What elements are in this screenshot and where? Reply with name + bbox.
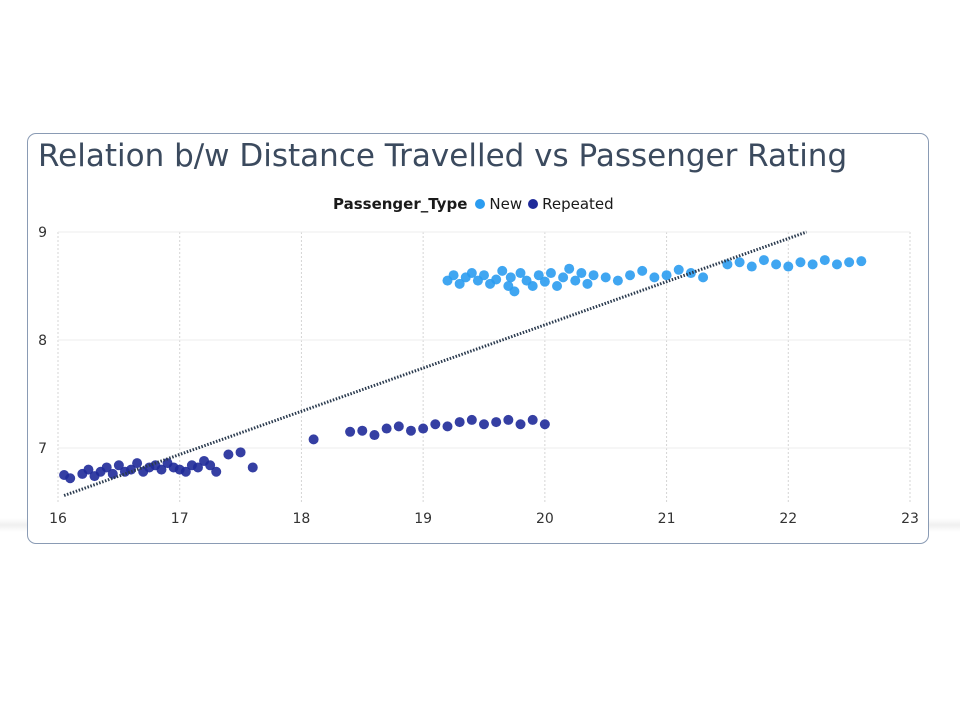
point-repeated	[247, 462, 258, 473]
point-repeated	[101, 462, 112, 473]
point-new	[527, 281, 538, 291]
point-new	[795, 257, 806, 268]
point-repeated	[491, 417, 502, 428]
x-tick-label: 17	[171, 511, 189, 527]
point-new	[491, 274, 502, 285]
point-new	[625, 270, 636, 281]
point-new	[509, 286, 520, 297]
point-repeated	[357, 425, 368, 436]
legend: Passenger_Type New Repeated	[333, 194, 620, 214]
point-repeated	[503, 414, 514, 425]
point-repeated	[466, 414, 477, 425]
point-new	[831, 259, 842, 270]
chart-title: Relation b/w Distance Travelled vs Passe…	[38, 138, 848, 174]
point-new	[515, 268, 526, 279]
point-repeated	[381, 423, 392, 434]
x-tick-label: 20	[536, 511, 554, 527]
point-repeated	[539, 419, 550, 430]
legend-marker-repeated	[528, 199, 539, 209]
y-tick-label: 7	[38, 441, 47, 457]
point-new	[698, 272, 709, 283]
point-new	[758, 255, 769, 266]
point-new	[844, 257, 855, 268]
y-tick-label: 9	[38, 225, 47, 241]
point-repeated	[65, 473, 76, 484]
point-repeated	[83, 464, 94, 475]
point-new	[552, 281, 563, 291]
point-new	[466, 268, 477, 279]
point-repeated	[369, 430, 380, 441]
point-repeated	[308, 434, 319, 445]
point-repeated	[454, 417, 465, 428]
point-new	[533, 270, 544, 281]
point-new	[588, 270, 599, 281]
point-new	[564, 263, 575, 274]
point-new	[539, 276, 550, 287]
x-tick-label: 22	[779, 511, 797, 527]
point-new	[600, 272, 611, 283]
point-new	[612, 275, 623, 286]
point-new	[558, 272, 569, 283]
point-new	[570, 275, 581, 286]
point-new	[771, 259, 782, 270]
point-repeated	[205, 460, 216, 471]
point-new	[856, 256, 867, 267]
point-repeated	[156, 464, 167, 475]
legend-title: Passenger_Type	[333, 195, 468, 213]
point-repeated	[345, 426, 356, 437]
point-repeated	[211, 466, 222, 477]
point-new	[497, 265, 508, 276]
point-new	[649, 272, 660, 283]
legend-label-new: New	[489, 195, 523, 213]
point-new	[685, 268, 696, 279]
chart-card: Relation b/w Distance Travelled vs Passe…	[27, 133, 929, 544]
x-tick-label: 21	[658, 511, 676, 527]
point-new	[545, 268, 556, 279]
y-tick-label: 8	[38, 333, 47, 349]
point-repeated	[442, 421, 453, 432]
point-repeated	[393, 421, 404, 432]
point-new	[783, 261, 794, 272]
x-tick-label: 16	[49, 511, 67, 527]
legend-item-repeated[interactable]: Repeated	[528, 195, 614, 213]
point-repeated	[527, 414, 538, 425]
x-tick-label: 18	[293, 511, 311, 527]
legend-marker-new	[475, 199, 486, 209]
point-new	[582, 278, 593, 289]
point-new	[479, 270, 489, 281]
x-tick-label: 23	[901, 511, 919, 527]
point-repeated	[405, 425, 416, 436]
point-new	[807, 259, 818, 270]
point-new	[734, 257, 745, 268]
point-repeated	[479, 419, 489, 430]
legend-item-new[interactable]: New	[475, 195, 522, 213]
point-repeated	[235, 447, 246, 458]
point-new	[448, 270, 459, 281]
legend-label-repeated: Repeated	[542, 195, 614, 213]
point-repeated	[113, 460, 124, 471]
point-repeated	[107, 468, 118, 479]
point-repeated	[223, 449, 234, 460]
point-new	[505, 272, 516, 283]
point-new	[637, 265, 648, 276]
point-repeated	[418, 423, 429, 434]
point-new	[722, 259, 733, 270]
point-repeated	[180, 466, 191, 477]
point-repeated	[430, 419, 441, 430]
point-new	[746, 261, 757, 272]
point-new	[576, 268, 587, 279]
trend-line	[63, 230, 808, 497]
point-repeated	[515, 419, 526, 430]
point-new	[673, 264, 684, 275]
point-new	[661, 270, 672, 281]
point-new	[454, 278, 465, 289]
point-repeated	[192, 462, 203, 473]
x-tick-label: 19	[414, 511, 432, 527]
point-new	[819, 255, 830, 266]
point-repeated	[132, 458, 143, 469]
